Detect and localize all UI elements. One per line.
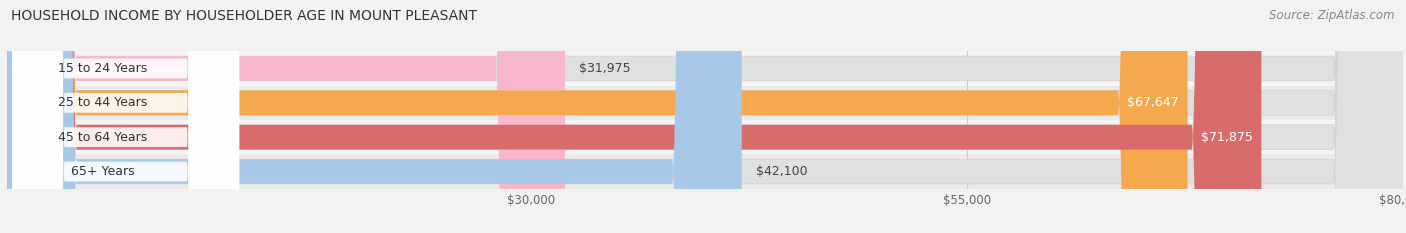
Text: $31,975: $31,975 bbox=[579, 62, 631, 75]
FancyBboxPatch shape bbox=[7, 0, 1403, 233]
Bar bbox=[7, 120, 1403, 154]
FancyBboxPatch shape bbox=[7, 0, 1188, 233]
FancyBboxPatch shape bbox=[7, 0, 1261, 233]
FancyBboxPatch shape bbox=[7, 0, 565, 233]
Text: 65+ Years: 65+ Years bbox=[70, 165, 134, 178]
FancyBboxPatch shape bbox=[7, 0, 742, 233]
FancyBboxPatch shape bbox=[7, 0, 1403, 233]
FancyBboxPatch shape bbox=[13, 0, 239, 233]
Text: $71,875: $71,875 bbox=[1201, 131, 1253, 144]
Text: $42,100: $42,100 bbox=[755, 165, 807, 178]
FancyBboxPatch shape bbox=[7, 0, 1403, 233]
Text: 45 to 64 Years: 45 to 64 Years bbox=[58, 131, 148, 144]
Text: 25 to 44 Years: 25 to 44 Years bbox=[58, 96, 148, 109]
Text: Source: ZipAtlas.com: Source: ZipAtlas.com bbox=[1270, 9, 1395, 22]
FancyBboxPatch shape bbox=[13, 0, 239, 233]
FancyBboxPatch shape bbox=[13, 0, 239, 233]
Bar bbox=[7, 154, 1403, 189]
Text: 15 to 24 Years: 15 to 24 Years bbox=[58, 62, 148, 75]
FancyBboxPatch shape bbox=[13, 0, 239, 233]
Bar bbox=[7, 86, 1403, 120]
FancyBboxPatch shape bbox=[7, 0, 1403, 233]
Text: HOUSEHOLD INCOME BY HOUSEHOLDER AGE IN MOUNT PLEASANT: HOUSEHOLD INCOME BY HOUSEHOLDER AGE IN M… bbox=[11, 9, 477, 23]
Text: $67,647: $67,647 bbox=[1128, 96, 1178, 109]
Bar bbox=[7, 51, 1403, 86]
